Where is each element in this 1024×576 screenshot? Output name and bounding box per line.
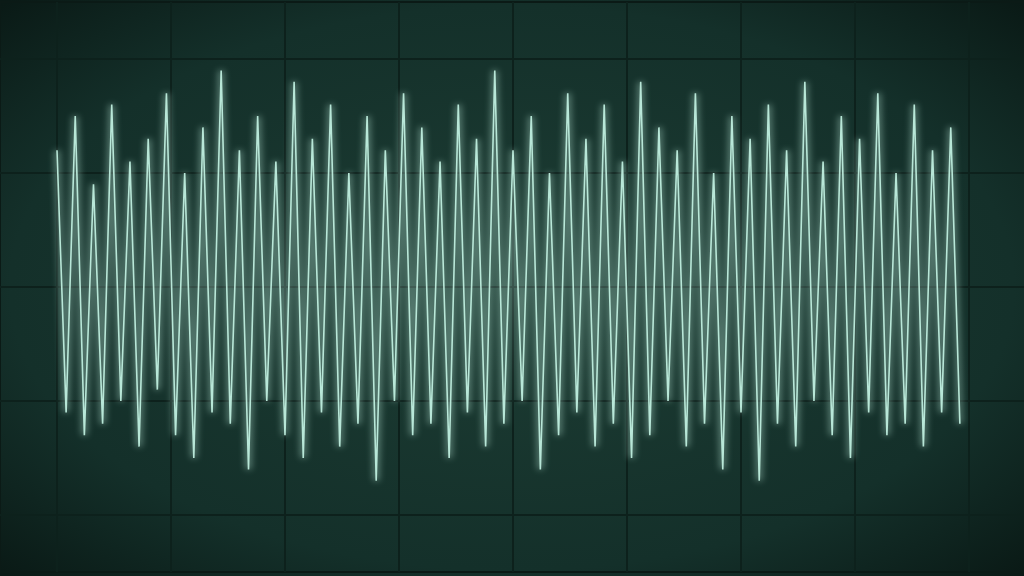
grid-line-y [0,514,1024,516]
trace [57,70,960,480]
chart [0,0,1024,576]
scope-screen [0,0,1024,576]
plot-area [57,70,960,480]
trace-glow [57,70,960,480]
plot-frame [0,2,1024,572]
grid-line-y [0,58,1024,60]
graticule [0,2,1024,572]
